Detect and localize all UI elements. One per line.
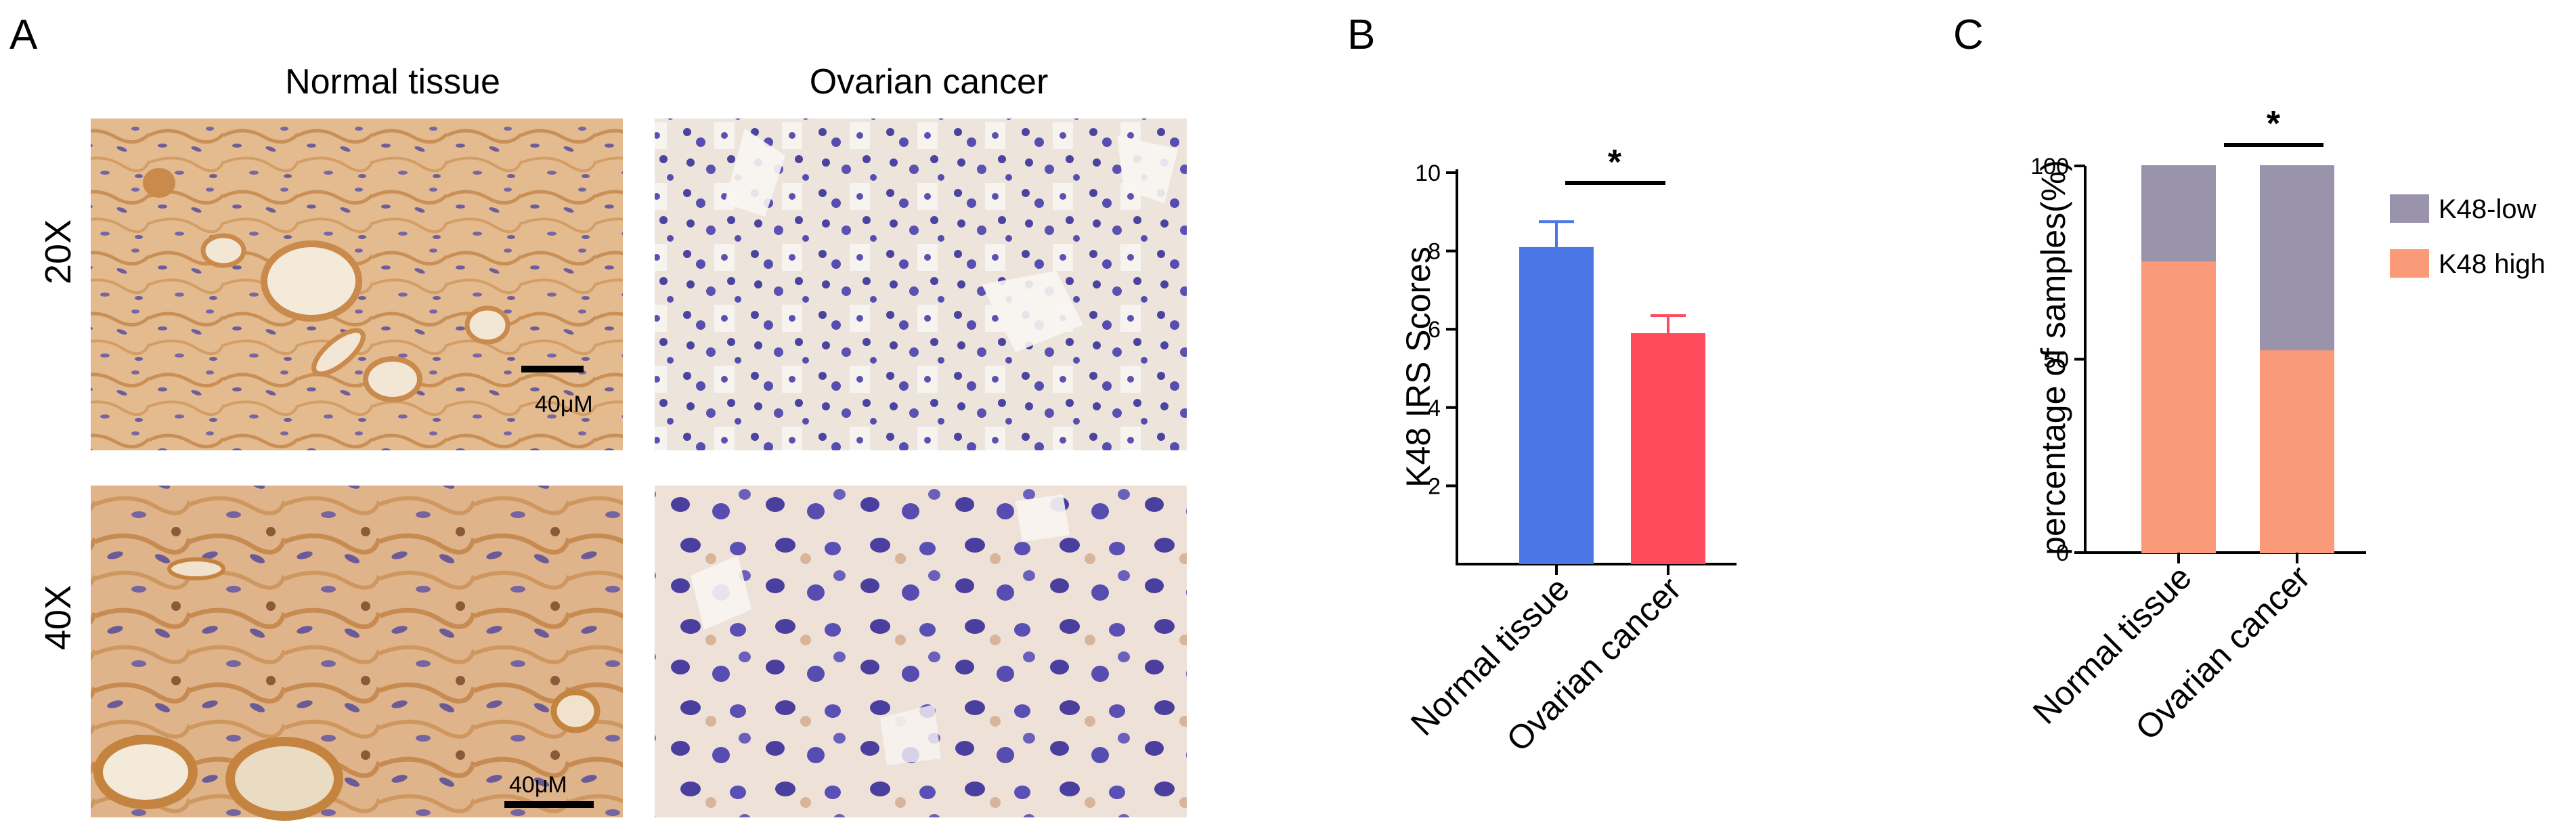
micrograph-cancer-20x xyxy=(655,119,1187,450)
y-tick-label-c-50: 50 xyxy=(2043,347,2069,373)
bar-c-normal-tissue-k48-high xyxy=(2141,259,2216,553)
bar-c-ovarian-cancer-k48-low xyxy=(2260,165,2334,351)
scale-bar-label-20x: 40μM xyxy=(535,391,593,417)
chart-c: percentage of samples(%) * K48-low K48 h… xyxy=(2026,104,2546,748)
y-tick-label-c-100: 100 xyxy=(2030,154,2069,179)
scale-bar-label-40x: 40μM xyxy=(509,772,567,798)
column-header-cancer: Ovarian cancer xyxy=(810,62,1049,102)
y-axis-title-b: K48 IRS Scores xyxy=(1399,247,1437,488)
panel-label-a: A xyxy=(9,12,38,58)
significance-mark-c: * xyxy=(2267,104,2281,144)
y-tick-label-b-10: 10 xyxy=(1415,160,1441,186)
row-label-20x: 20X xyxy=(38,219,79,284)
legend-c: K48-low K48 high xyxy=(2390,194,2546,279)
legend-swatch-k48-high xyxy=(2390,249,2429,278)
y-tick-label-b-4: 4 xyxy=(1428,395,1441,421)
legend-label-k48-low: K48-low xyxy=(2439,194,2537,224)
legend-swatch-k48-low xyxy=(2390,194,2429,223)
legend-label-k48-high: K48 high xyxy=(2439,249,2546,279)
micrograph-normal-20x: 40μM xyxy=(91,119,623,450)
micrograph-normal-40x: 40μM xyxy=(91,486,623,821)
y-tick-label-b-8: 8 xyxy=(1428,239,1441,265)
panel-label-c: C xyxy=(1953,12,1984,58)
panel-label-b: B xyxy=(1347,12,1375,58)
y-tick-label-b-6: 6 xyxy=(1428,317,1441,343)
bar-b-normal-tissue xyxy=(1519,247,1594,564)
y-axis-title-c: percentage of samples(%) xyxy=(2034,160,2072,555)
row-label-40x: 40X xyxy=(38,585,79,650)
y-tick-label-b-2: 2 xyxy=(1428,473,1441,499)
y-tick-label-c-0: 0 xyxy=(2056,540,2069,566)
bar-c-normal-tissue-k48-low xyxy=(2141,165,2216,261)
micrograph-cancer-40x xyxy=(655,486,1187,817)
bar-b-ovarian-cancer xyxy=(1631,333,1705,564)
bar-c-ovarian-cancer-k48-high xyxy=(2260,349,2334,553)
column-header-normal: Normal tissue xyxy=(285,62,500,102)
significance-mark-b: * xyxy=(1608,143,1622,182)
